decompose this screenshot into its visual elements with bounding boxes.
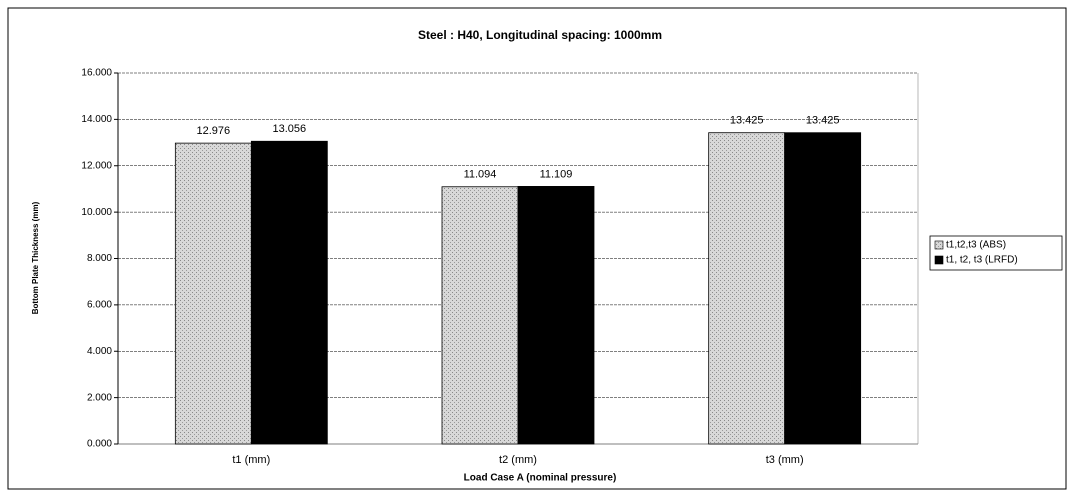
bar (708, 132, 786, 445)
bar (517, 186, 595, 445)
y-tick-label: 14.000 (81, 114, 112, 125)
y-tick-label: 16.000 (81, 68, 112, 79)
x-tick-label: t1 (mm) (232, 454, 270, 466)
data-label: 13.056 (273, 123, 307, 135)
data-label: 11.109 (540, 168, 573, 180)
legend-swatch (934, 240, 944, 250)
x-axis-title: Load Case A (nominal pressure) (464, 473, 617, 484)
y-tick-label: 8.000 (87, 253, 112, 264)
legend-swatch (934, 255, 944, 265)
chart-title: Steel : H40, Longitudinal spacing: 1000m… (418, 28, 662, 42)
data-label: 12.976 (197, 125, 231, 137)
bar (784, 132, 862, 445)
data-label: 13.425 (806, 115, 840, 127)
y-axis-title: Bottom Plate Thickness (mm) (31, 201, 40, 314)
y-tick-label: 6.000 (87, 300, 112, 311)
frame (7, 7, 1067, 490)
data-label: 11.094 (464, 169, 497, 181)
legend-label: t1, t2, t3 (LRFD) (946, 255, 1018, 266)
data-label: 13.425 (730, 115, 764, 127)
bar (250, 140, 328, 445)
x-tick-label: t3 (mm) (766, 454, 804, 466)
legend-label: t1,t2,t3 (ABS) (946, 240, 1006, 251)
y-tick-label: 4.000 (87, 346, 112, 357)
legend-box (929, 235, 1063, 271)
bar (441, 186, 519, 445)
x-tick-label: t2 (mm) (499, 454, 537, 466)
y-tick-label: 10.000 (81, 207, 112, 218)
y-tick-label: 2.000 (87, 392, 112, 403)
bar (174, 142, 252, 445)
y-tick-label: 12.000 (81, 160, 112, 171)
y-tick-label: 0.000 (87, 439, 112, 450)
